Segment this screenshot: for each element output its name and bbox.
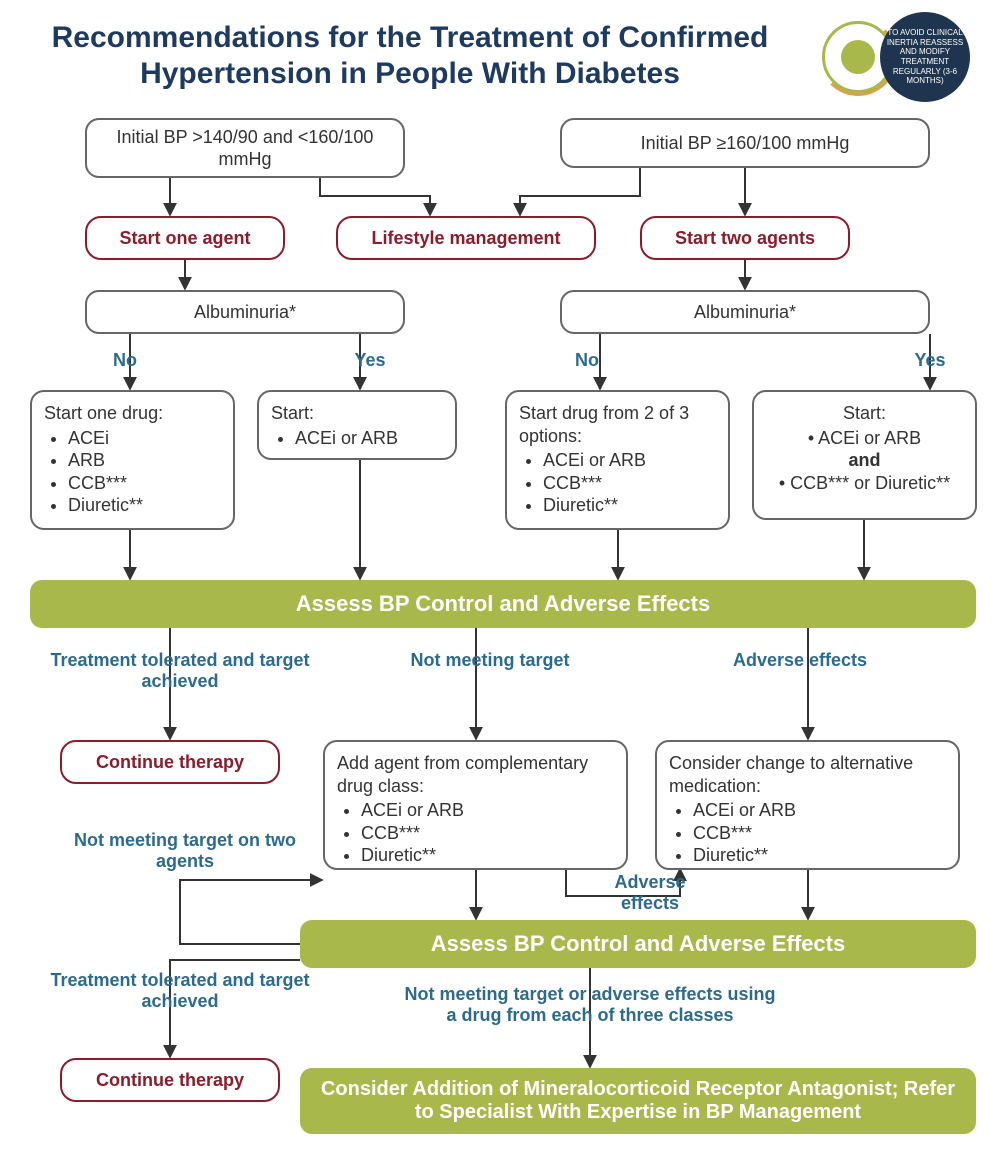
page-title: Recommendations for the Treatment of Con… (0, 20, 820, 92)
bar-final: Consider Addition of Mineralocorticoid R… (300, 1068, 976, 1134)
node-start-one-agent: Start one agent (85, 216, 285, 260)
label-no-1: No (100, 350, 150, 371)
label-not-meeting-target: Not meeting target (380, 650, 600, 671)
node-albuminuria-1: Albuminuria* (85, 290, 405, 334)
label-adverse-effects-2: Adverse effects (590, 872, 710, 913)
node-consider-alternative: Consider change to alternative medicatio… (655, 740, 960, 870)
label-yes-1: Yes (345, 350, 395, 371)
node-add-agent: Add agent from complementary drug class:… (323, 740, 628, 870)
node-continue-therapy-2: Continue therapy (60, 1058, 280, 1102)
reassess-badge: TO AVOID CLINICAL INERTIA REASSESS AND M… (880, 12, 970, 102)
label-no-2: No (562, 350, 612, 371)
node-start-two-agents: Start two agents (640, 216, 850, 260)
bar-assess-1: Assess BP Control and Adverse Effects (30, 580, 976, 628)
node-drug-options-c: Start drug from 2 of 3 options: ACEi or … (505, 390, 730, 530)
label-treatment-tolerated-2: Treatment tolerated and target achieved (50, 970, 310, 1011)
flowchart-page: Recommendations for the Treatment of Con… (0, 0, 1000, 1168)
label-treatment-tolerated-1: Treatment tolerated and target achieved (50, 650, 310, 691)
node-albuminuria-2: Albuminuria* (560, 290, 930, 334)
label-adverse-effects: Adverse effects (700, 650, 900, 671)
label-not-meeting-target-2: Not meeting target on two agents (70, 830, 300, 871)
node-lifestyle-management: Lifestyle management (336, 216, 596, 260)
node-initial-bp-low: Initial BP >140/90 and <160/100 mmHg (85, 118, 405, 178)
node-drug-options-d: Start: • ACEi or ARB and • CCB*** or Diu… (752, 390, 977, 520)
node-continue-therapy-1: Continue therapy (60, 740, 280, 784)
node-drug-options-b: Start: ACEi or ARB (257, 390, 457, 460)
label-not-meeting-target-3: Not meeting target or adverse effects us… (400, 984, 780, 1025)
label-yes-2: Yes (905, 350, 955, 371)
badge-group: TO AVOID CLINICAL INERTIA REASSESS AND M… (822, 12, 970, 102)
node-initial-bp-high: Initial BP ≥160/100 mmHg (560, 118, 930, 168)
node-drug-options-a: Start one drug: ACEi ARB CCB*** Diuretic… (30, 390, 235, 530)
bar-assess-2: Assess BP Control and Adverse Effects (300, 920, 976, 968)
